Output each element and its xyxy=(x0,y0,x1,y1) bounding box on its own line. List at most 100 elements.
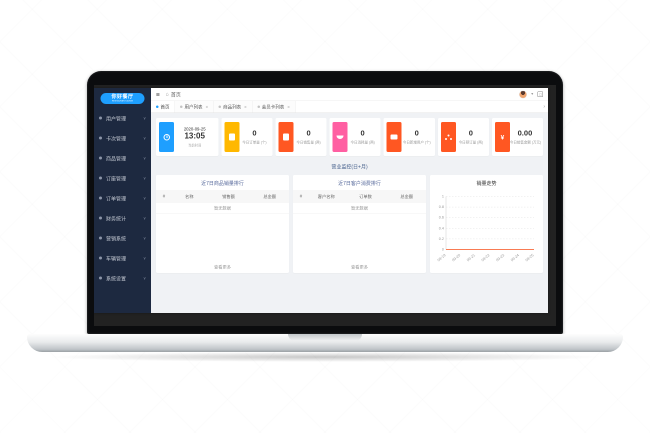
menu-users-icon xyxy=(99,116,102,120)
sidebar: 你好餐厅 RESTAURANT ADMIN 用户管理 ∨ 卡次管理 ∨ 商品管理… xyxy=(94,88,151,313)
svg-text:09-25: 09-25 xyxy=(525,253,535,262)
tab-bar: 首页 用户列表 × 商品列表 × 会员卡列表 xyxy=(151,101,548,113)
chevron-down-icon: ∨ xyxy=(143,155,146,161)
stat-label: 今日预订量 (两) xyxy=(458,141,483,145)
goods-rank-panel: 近7日商品销量排行 # 名称 销售额 总金额 暂无数据 查看更多 xyxy=(156,175,289,273)
sidebar-item-vehicles[interactable]: 车辆管理 ∨ xyxy=(94,248,151,268)
menu-cards-icon xyxy=(99,136,102,140)
breadcrumb[interactable]: ⌂ 首页 xyxy=(166,91,181,99)
sidebar-item-users[interactable]: 用户管理 ∨ xyxy=(94,108,151,128)
table-header-row: # 名称 销售额 总金额 xyxy=(156,190,289,203)
stat-label: 今日销售金额 (万元) xyxy=(509,141,542,145)
laptop-display: 你好餐厅 RESTAURANT ADMIN 用户管理 ∨ 卡次管理 ∨ 商品管理… xyxy=(94,85,556,326)
tab-dot-icon xyxy=(218,105,222,108)
stat-label: 今日新增用户 (个) xyxy=(402,141,431,145)
app-logo-subtitle: RESTAURANT ADMIN xyxy=(111,99,134,103)
svg-text:09-22: 09-22 xyxy=(481,253,491,262)
tab-goods-list[interactable]: 商品列表 × xyxy=(213,101,253,113)
sidebar-item-label: 系统设置 xyxy=(106,276,126,282)
sidebar-item-label: 用户管理 xyxy=(106,116,126,122)
stat-cards-row: 2020-09-25 13:05 当前时间 0 今日订单量 (个) xyxy=(156,118,543,156)
close-icon[interactable]: × xyxy=(205,104,209,110)
tab-label: 首页 xyxy=(160,104,170,110)
svg-text:1: 1 xyxy=(442,195,444,199)
sidebar-item-label: 财务统计 xyxy=(106,216,126,222)
tab-scroll-right-icon[interactable]: › xyxy=(543,104,545,110)
col-header: 名称 xyxy=(184,194,194,199)
main-area: ≡ ⌂ 首页 ▼ 首页 xyxy=(151,88,548,313)
col-header: # xyxy=(299,193,303,199)
laptop-shadow xyxy=(45,352,605,362)
sidebar-item-cards[interactable]: 卡次管理 ∨ xyxy=(94,128,151,148)
svg-text:0: 0 xyxy=(442,248,444,252)
close-icon[interactable]: × xyxy=(287,104,290,110)
tab-home[interactable]: 首页 xyxy=(151,101,176,113)
member-card-icon xyxy=(386,122,402,152)
stat-card-orders: 0 今日订单量 (个) xyxy=(221,118,273,156)
dashboard-window: 你好餐厅 RESTAURANT ADMIN 用户管理 ∨ 卡次管理 ∨ 商品管理… xyxy=(94,88,548,313)
avatar-caret-icon[interactable]: ▼ xyxy=(530,92,534,97)
col-header: 客户名称 xyxy=(317,194,335,199)
stat-card-consumption: 0 今日消耗量 (两) xyxy=(329,118,381,156)
panel-title: 近7日商品销量排行 xyxy=(201,181,244,187)
tab-label: 商品列表 xyxy=(223,104,242,110)
sales-trend-chart: 1 0.8 0.6 0.4 0.2 0 09-19 09-20 09-21 0 xyxy=(437,195,535,263)
sidebar-item-orders[interactable]: 订单管理 ∨ xyxy=(94,188,151,208)
stat-value: 0 xyxy=(252,129,257,138)
tab-member-card-list[interactable]: 会员卡列表 × xyxy=(252,101,296,113)
tab-label: 用户列表 xyxy=(184,104,203,110)
user-avatar[interactable] xyxy=(519,90,528,99)
tab-label: 会员卡列表 xyxy=(261,104,285,110)
app-logo[interactable]: 你好餐厅 RESTAURANT ADMIN xyxy=(100,93,145,104)
chevron-down-icon: ∨ xyxy=(143,215,146,221)
view-more-link[interactable]: 查看更多 xyxy=(350,264,368,270)
current-time-card: 2020-09-25 13:05 当前时间 xyxy=(156,118,219,156)
order-icon xyxy=(224,122,240,152)
tab-dot-icon xyxy=(257,105,260,108)
panels-row: 近7日商品销量排行 # 名称 销售额 总金额 暂无数据 查看更多 xyxy=(156,175,543,273)
monitor-link[interactable]: 营业监控(日+月) xyxy=(331,164,368,171)
sales-trend-panel: 销量走势 1 0.8 0.6 xyxy=(430,175,543,273)
sidebar-item-finance[interactable]: 财务统计 ∨ xyxy=(94,208,151,228)
topbar: ≡ ⌂ 首页 ▼ xyxy=(151,88,548,101)
customer-rank-panel: 近7日客户消费排行 # 客户名称 订单数 总金额 暂无数据 查看更多 xyxy=(293,175,426,273)
stat-label: 今日销售量 (两) xyxy=(296,141,321,145)
close-icon[interactable]: × xyxy=(244,104,247,110)
chevron-down-icon: ∨ xyxy=(143,115,146,121)
svg-text:0.4: 0.4 xyxy=(439,226,444,230)
current-time: 13:05 xyxy=(184,132,205,141)
sidebar-item-booking[interactable]: 订座管理 ∨ xyxy=(94,168,151,188)
laptop-base-notch xyxy=(288,334,362,341)
hamburger-menu-icon[interactable]: ≡ xyxy=(156,90,160,99)
menu-vehicles-icon xyxy=(99,256,102,260)
stat-label: 今日订单量 (个) xyxy=(242,141,267,145)
yen-icon: ¥ xyxy=(494,122,510,152)
menu-orders-icon xyxy=(99,196,102,200)
table-header-row: # 客户名称 订单数 总金额 xyxy=(293,190,426,203)
svg-text:09-21: 09-21 xyxy=(466,253,476,262)
col-header: 销售额 xyxy=(222,194,235,199)
stat-value: 0 xyxy=(468,129,473,138)
tab-user-list[interactable]: 用户列表 × xyxy=(175,101,214,113)
col-header: # xyxy=(162,193,166,199)
svg-text:0.6: 0.6 xyxy=(439,216,444,220)
sidebar-item-label: 商品管理 xyxy=(106,156,126,162)
sidebar-item-settings[interactable]: 系统设置 ∨ xyxy=(94,268,151,288)
clock-icon xyxy=(159,122,174,152)
laptop-base xyxy=(27,334,623,352)
current-time-caption: 当前时间 xyxy=(188,143,202,148)
stat-card-sales: 0 今日销售量 (两) xyxy=(275,118,327,156)
sidebar-item-label: 车辆管理 xyxy=(106,256,126,262)
sidebar-item-marketing[interactable]: 营销系统 ∨ xyxy=(94,228,151,248)
menu-settings-icon xyxy=(99,276,102,280)
fullscreen-icon[interactable] xyxy=(537,91,543,97)
svg-text:09-24: 09-24 xyxy=(510,253,520,262)
sidebar-item-goods[interactable]: 商品管理 ∨ xyxy=(94,148,151,168)
view-more-link[interactable]: 查看更多 xyxy=(213,264,231,270)
chevron-down-icon: ∨ xyxy=(143,255,146,261)
menu-goods-icon xyxy=(99,156,102,160)
stat-card-new-users: 0 今日新增用户 (个) xyxy=(383,118,435,156)
stat-card-reservations: 0 今日预订量 (两) xyxy=(437,118,489,156)
share-nodes-icon xyxy=(440,122,456,152)
bowl-icon xyxy=(332,122,348,152)
